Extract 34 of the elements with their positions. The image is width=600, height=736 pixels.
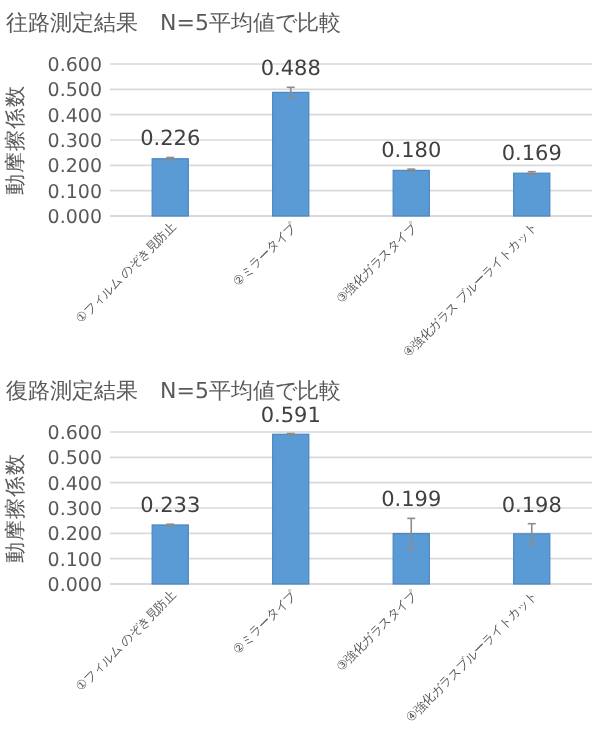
y-tick-label: 0.200 [47,524,102,547]
chart-title: 往路測定結果 N=5平均値で比較 [6,10,341,36]
y-axis-title: 動摩擦係数 [2,85,28,195]
y-axis-title: 動摩擦係数 [2,453,28,563]
y-tick-label: 0.000 [47,207,102,229]
y-tick-label: 0.600 [47,423,102,445]
y-tick-label: 0.000 [47,575,102,597]
bar [151,524,189,585]
y-tick-label: 0.300 [47,131,102,153]
data-label: 0.488 [260,57,321,82]
chart-title: 復路測定結果 N=5平均値で比較 [6,378,341,404]
y-tick-label: 0.500 [47,80,102,103]
data-label: 0.198 [501,493,562,518]
bar [392,532,430,585]
y-tick-label: 0.400 [47,473,102,496]
data-label: 0.169 [501,141,562,166]
y-tick-label: 0.300 [47,499,102,521]
y-tick-label: 0.400 [47,105,102,128]
y-tick-label: 0.100 [47,549,102,572]
y-tick-label: 0.500 [47,448,102,471]
data-label: 0.180 [381,139,442,164]
bar [272,433,310,585]
data-label: 0.591 [260,403,321,428]
bar [392,169,430,217]
y-tick-label: 0.600 [47,55,102,77]
bar [513,533,551,585]
data-label: 0.226 [140,127,201,152]
y-tick-label: 0.200 [47,156,102,179]
bar [513,172,551,217]
bar [272,91,310,217]
bar [151,158,189,217]
data-label: 0.199 [381,488,442,513]
data-label: 0.233 [140,494,201,519]
y-tick-label: 0.100 [47,181,102,204]
